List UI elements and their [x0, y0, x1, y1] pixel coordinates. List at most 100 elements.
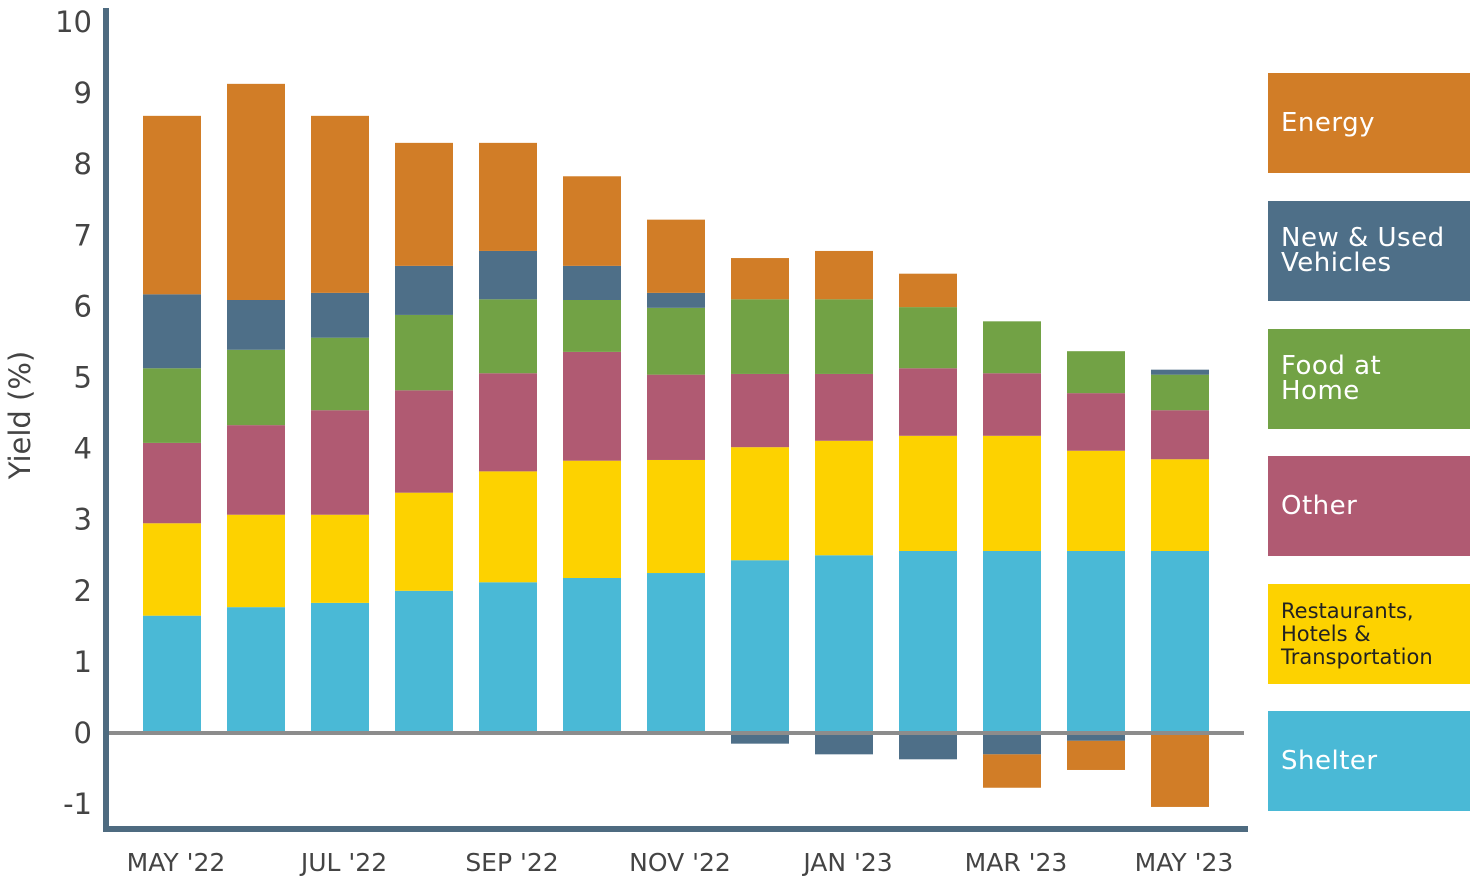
y-axis-label: Yield (%) [3, 351, 37, 480]
y-tick-label: 3 [74, 503, 92, 537]
bar-segment-other [1151, 410, 1209, 460]
x-tick-label: JAN '23 [801, 848, 892, 877]
bar-segment-new-used-vehicles [311, 292, 369, 338]
bar-segment-other [311, 410, 369, 515]
bar-segment-shelter [815, 555, 873, 733]
legend-label: New & Used Vehicles [1281, 223, 1445, 278]
bar-segment-shelter [983, 550, 1041, 733]
bar-segment-new-used-vehicles [1067, 733, 1125, 741]
bar-segment-food-at-home [1151, 374, 1209, 411]
bar-segment-restaurants-hotels-transportation [1067, 450, 1125, 551]
bar-segment-food-at-home [143, 368, 201, 443]
y-tick-label: 6 [74, 289, 92, 323]
y-tick-label: 9 [74, 76, 92, 110]
legend-label: Restaurants, Hotels & Transportation [1281, 598, 1433, 669]
bar-segment-other [143, 442, 201, 524]
bar-segment-food-at-home [395, 314, 453, 391]
bar-segment-restaurants-hotels-transportation [815, 440, 873, 556]
bar-segment-food-at-home [731, 299, 789, 374]
bar-segment-restaurants-hotels-transportation [227, 514, 285, 608]
bar-segment-shelter [395, 590, 453, 733]
bar-segment-new-used-vehicles [479, 250, 537, 300]
bar-segment-shelter [479, 582, 537, 733]
bar-segment-restaurants-hotels-transportation [647, 459, 705, 574]
legend-item-other: Other [1268, 456, 1470, 556]
bar-segment-new-used-vehicles [143, 294, 201, 369]
bar-segment-food-at-home [227, 349, 285, 426]
x-tick-label: SEP '22 [465, 848, 558, 877]
bar-segment-restaurants-hotels-transportation [899, 435, 957, 551]
stacked-bar-chart: -1 0 1 2 3 4 5 6 7 8 9 10 MAY '22 JUL '22 SEP '22 NOV … [3, 5, 1248, 877]
x-tick-label: MAY '22 [127, 848, 226, 877]
x-tick-label: JUL '22 [299, 848, 387, 877]
bar-segment-food-at-home [983, 321, 1041, 374]
bar-segment-other [983, 373, 1041, 436]
bar-segment-food-at-home [1067, 351, 1125, 394]
bar-segment-new-used-vehicles [647, 292, 705, 308]
y-tick-label: 7 [74, 218, 92, 252]
bar-segment-other [563, 351, 621, 461]
bar-segment-shelter [647, 573, 705, 733]
bar-segment-new-used-vehicles [899, 733, 957, 760]
bar-segment-restaurants-hotels-transportation [1151, 459, 1209, 551]
bar-segment-energy [647, 219, 705, 293]
bar-segment-other [815, 373, 873, 441]
y-tick-label: -1 [63, 787, 92, 821]
bar-segment-shelter [311, 602, 369, 733]
bar-segment-food-at-home [647, 307, 705, 375]
bar-segment-energy [983, 754, 1041, 788]
y-tick-label: 4 [74, 432, 92, 466]
bar-segment-food-at-home [815, 299, 873, 374]
bar-segment-energy [143, 115, 201, 295]
y-tick-label: 0 [74, 716, 92, 750]
y-tick-label: 2 [74, 574, 92, 608]
bar-segment-shelter [227, 607, 285, 733]
bar-segment-other [479, 373, 537, 472]
y-tick-label: 5 [74, 361, 92, 395]
y-ticks: -1 0 1 2 3 4 5 6 7 8 9 10 [55, 5, 92, 821]
bar-segment-food-at-home [563, 300, 621, 352]
x-ticks: MAY '22 JUL '22 SEP '22 NOV '22 JAN '23 MAR '… [127, 848, 1234, 877]
bar-segment-energy [395, 142, 453, 266]
bar-segment-energy [563, 176, 621, 266]
legend-label: Shelter [1281, 745, 1378, 776]
legend-item-shelter: Shelter [1268, 711, 1470, 811]
bar-segment-shelter [1151, 550, 1209, 733]
bar-segment-new-used-vehicles [227, 300, 285, 350]
legend-item-energy: Energy [1268, 73, 1470, 173]
bar-segment-new-used-vehicles [983, 733, 1041, 755]
legend-label: Other [1281, 490, 1358, 521]
bar-segment-restaurants-hotels-transportation [479, 471, 537, 583]
bar-segment-restaurants-hotels-transportation [143, 523, 201, 616]
x-tick-label: MAY '23 [1135, 848, 1234, 877]
bar-segment-new-used-vehicles [815, 733, 873, 755]
bar-segment-shelter [899, 550, 957, 733]
x-tick-label: NOV '22 [629, 848, 731, 877]
y-tick-label: 8 [74, 147, 92, 181]
bar-segment-energy [227, 83, 285, 301]
bar-segment-energy [731, 258, 789, 300]
legend-label: Food at Home [1281, 351, 1382, 406]
legend-item-restaurants: Restaurants, Hotels & Transportation [1268, 584, 1470, 684]
bar-segment-shelter [1067, 550, 1125, 733]
bar-segment-other [899, 368, 957, 436]
bar-segment-new-used-vehicles [1151, 369, 1209, 375]
bar-segment-new-used-vehicles [731, 733, 789, 744]
bar-segment-restaurants-hotels-transportation [563, 460, 621, 579]
bar-segment-shelter [563, 578, 621, 733]
bar-segment-restaurants-hotels-transportation [731, 447, 789, 561]
bar-segment-energy [479, 142, 537, 251]
bar-segment-food-at-home [311, 337, 369, 411]
bars-group [143, 83, 1209, 807]
bar-segment-energy [311, 115, 369, 293]
bar-segment-other [731, 373, 789, 448]
bar-segment-restaurants-hotels-transportation [311, 514, 369, 603]
bar-segment-energy [899, 273, 957, 308]
bar-segment-restaurants-hotels-transportation [395, 492, 453, 591]
bar-segment-other [647, 374, 705, 460]
y-tick-label: 1 [74, 645, 92, 679]
bar-segment-other [227, 425, 285, 515]
bar-segment-new-used-vehicles [563, 265, 621, 301]
x-tick-label: MAR '23 [965, 848, 1068, 877]
legend-item-food: Food at Home [1268, 329, 1470, 429]
